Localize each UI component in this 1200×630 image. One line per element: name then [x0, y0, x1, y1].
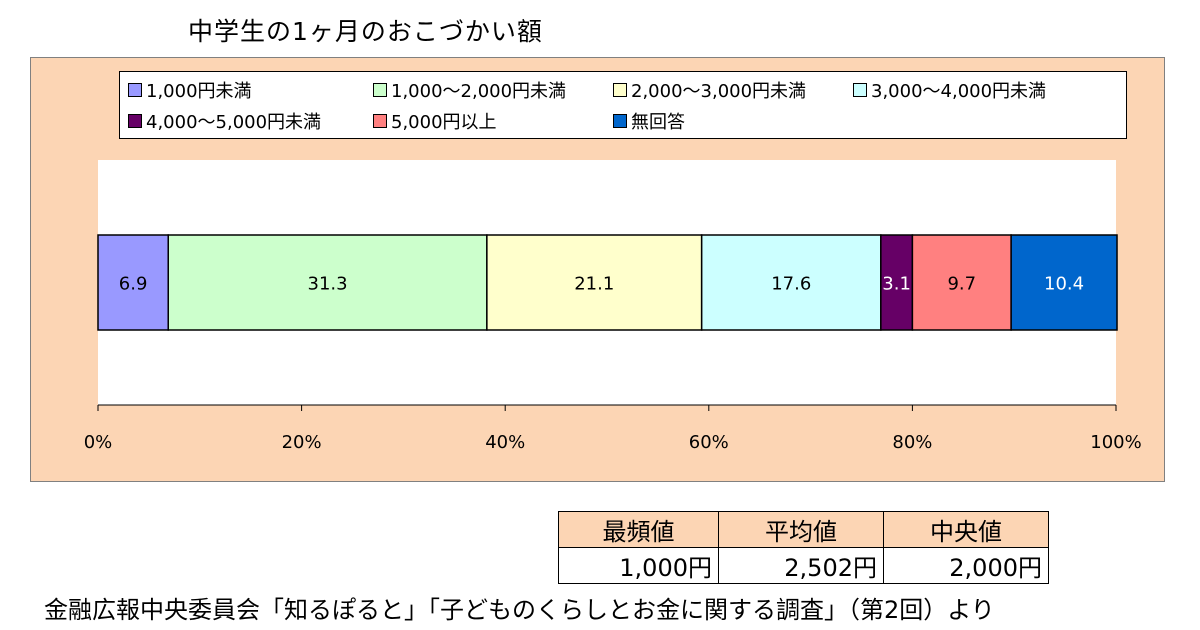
x-tick-label: 60% — [689, 432, 729, 453]
stats-header-row: 最頻値 平均値 中央値 — [558, 511, 1049, 548]
legend-label: 3,000～4,000円未満 — [871, 81, 1047, 102]
legend-item-6: 無回答 — [613, 108, 685, 134]
data-label: 31.3 — [308, 274, 348, 295]
chart-title: 中学生の1ヶ月のおこづかい額 — [188, 17, 543, 46]
legend-item-1: 1,000～2,000円未満 — [373, 77, 566, 103]
legend-swatch — [128, 114, 142, 128]
data-label: 10.4 — [1044, 274, 1084, 295]
bar-segment — [1010, 234, 1118, 331]
x-tick-label: 20% — [282, 432, 322, 453]
source-note: 金融広報中央委員会「知るぽると」「子どものくらしとお金に関する調査」（第2回）よ… — [44, 596, 995, 624]
legend-swatch — [613, 114, 627, 128]
data-label: 9.7 — [947, 274, 976, 295]
data-label: 3.1 — [882, 274, 911, 295]
data-label: 21.1 — [574, 274, 614, 295]
data-label: 17.6 — [771, 274, 811, 295]
legend-label: 2,000～3,000円未満 — [631, 81, 807, 102]
legend-swatch — [853, 83, 867, 97]
value-mode: 1,000円 — [558, 547, 719, 584]
value-mean: 2,502円 — [718, 547, 884, 584]
value-median: 2,000円 — [883, 547, 1049, 584]
x-tick-label: 40% — [485, 432, 525, 453]
chart-legend: 1,000円未満 1,000～2,000円未満 2,000～3,000円未満 3,00… — [119, 71, 1127, 139]
legend-item-3: 3,000～4,000円未満 — [853, 77, 1046, 103]
bar-segment — [911, 234, 1012, 331]
header-mode: 最頻値 — [558, 511, 719, 548]
legend-label: 5,000円以上 — [391, 112, 497, 133]
x-tick-label: 100% — [1090, 432, 1141, 453]
data-label: 6.9 — [119, 274, 148, 295]
legend-swatch — [613, 83, 627, 97]
chart-svg: 6.9 31.3 21.1 17.6 3.1 9.7 10.4 0% 20% 40% 60% 80% 1… — [84, 160, 1142, 453]
stats-value-row: 1,000円 2,502円 2,000円 — [558, 547, 1049, 584]
legend-item-2: 2,000～3,000円未満 — [613, 77, 806, 103]
bar-segment — [700, 234, 882, 331]
x-tick-label: 80% — [892, 432, 932, 453]
legend-swatch — [373, 83, 387, 97]
legend-item-5: 5,000円以上 — [373, 108, 497, 134]
legend-swatch — [373, 114, 387, 128]
bar-segment — [486, 234, 703, 331]
header-median: 中央値 — [883, 511, 1049, 548]
bar-segment — [880, 234, 914, 331]
legend-label: 4,000～5,000円未満 — [146, 112, 322, 133]
legend-label: 無回答 — [631, 112, 685, 133]
bar-segment — [167, 234, 488, 331]
x-tick-label: 0% — [84, 432, 113, 453]
header-mean: 平均値 — [718, 511, 884, 548]
stats-table: 最頻値 平均値 中央値 1,000円 2,502円 2,000円 — [558, 511, 1049, 584]
bar-segment — [97, 234, 169, 331]
legend-item-0: 1,000円未満 — [128, 77, 252, 103]
legend-item-4: 4,000～5,000円未満 — [128, 108, 321, 134]
legend-swatch — [128, 83, 142, 97]
legend-label: 1,000円未満 — [146, 81, 252, 102]
chart-area: 1,000円未満 1,000～2,000円未満 2,000～3,000円未満 3,00… — [30, 57, 1165, 482]
legend-label: 1,000～2,000円未満 — [391, 81, 567, 102]
